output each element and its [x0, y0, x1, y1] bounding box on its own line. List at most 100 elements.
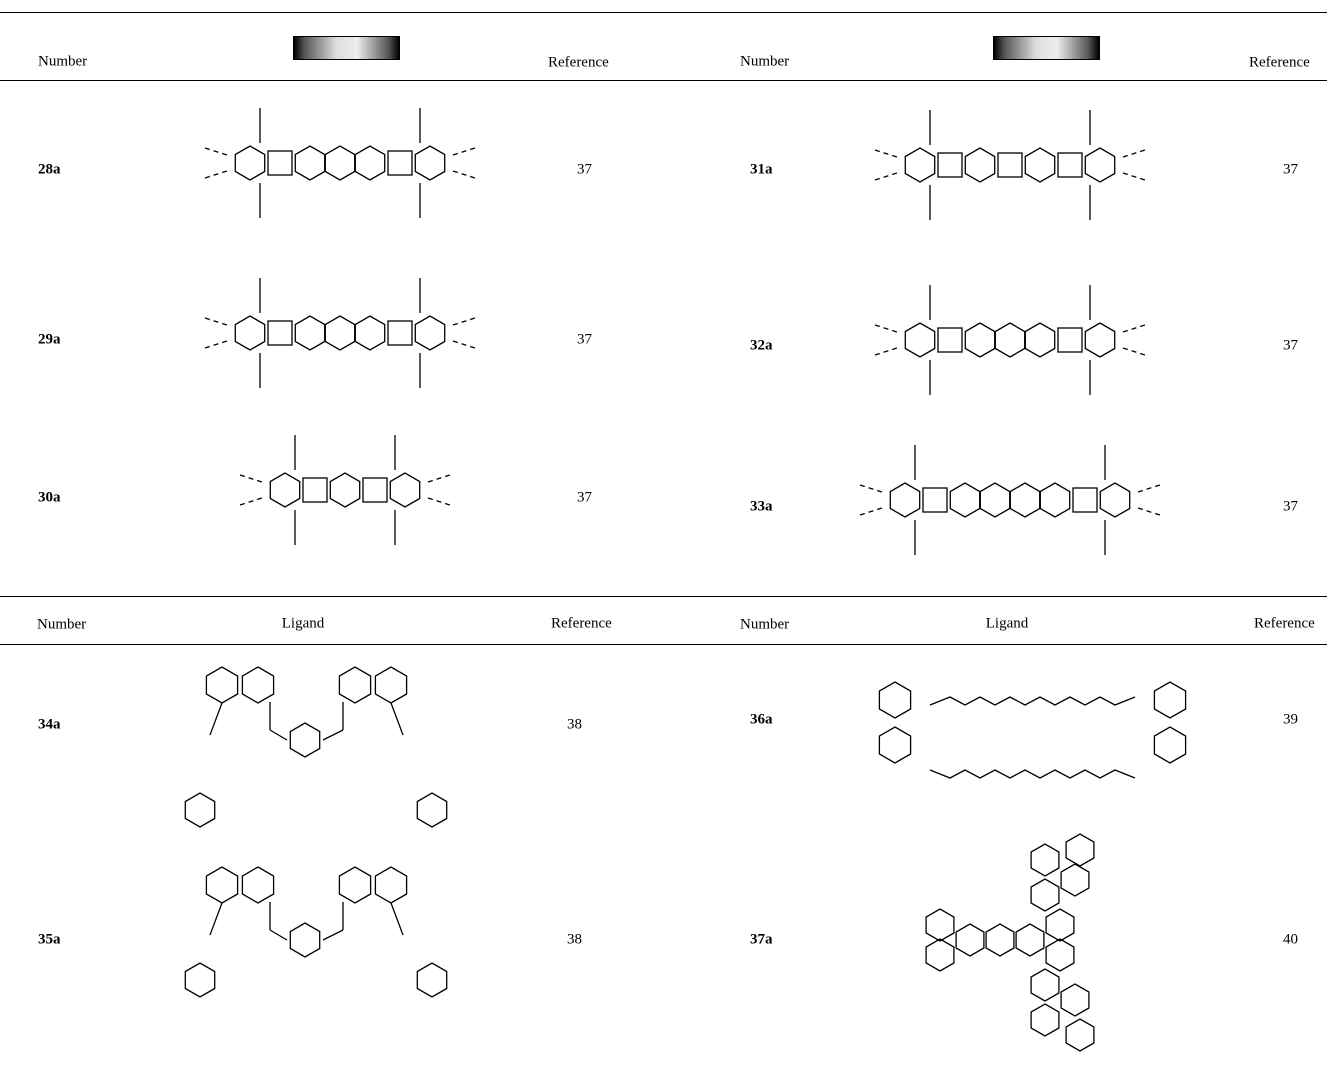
- structure-line: [289, 722, 321, 758]
- header-reference: Reference: [551, 615, 612, 632]
- structure-line: [269, 929, 288, 941]
- structure-line: [452, 170, 476, 179]
- compound-number: 34a: [38, 716, 61, 733]
- structure-line: [1099, 482, 1131, 518]
- structure-line: [878, 681, 912, 719]
- structure-line: [302, 477, 328, 503]
- structure-line: [204, 340, 228, 349]
- structure-line: [390, 702, 404, 736]
- structure-line: [234, 145, 266, 181]
- structure-line: [354, 145, 386, 181]
- header-bar: [993, 36, 1100, 60]
- structure-line: [1039, 482, 1071, 518]
- structure-line: [289, 922, 321, 958]
- structure-line: [354, 315, 386, 351]
- structure-line: [374, 866, 408, 904]
- structure-line: [955, 923, 985, 957]
- structure-line: [452, 340, 476, 349]
- structure-line: [209, 902, 223, 936]
- header-number: Number: [38, 53, 88, 70]
- rule: [0, 80, 1327, 81]
- structure-line: [1137, 484, 1161, 493]
- header-ligand: Ligand: [281, 615, 325, 632]
- structure-line: [1122, 347, 1146, 356]
- structure-line: [241, 666, 275, 704]
- structure-line: [859, 507, 883, 516]
- rule: [0, 596, 1327, 597]
- structure-line: [1045, 908, 1075, 942]
- structure-line: [874, 324, 898, 333]
- structure-line: [414, 315, 446, 351]
- structure-line: [1060, 863, 1090, 897]
- structure-line: [452, 317, 476, 326]
- structure-line: [994, 322, 1026, 358]
- reference: 37: [577, 161, 592, 178]
- structure-line: [1045, 938, 1075, 972]
- structure-line: [267, 150, 293, 176]
- reference: 38: [567, 931, 582, 948]
- header-reference: Reference: [548, 54, 609, 71]
- header-ligand: Ligand: [985, 615, 1029, 632]
- structure-line: [362, 477, 388, 503]
- structure-line: [964, 322, 996, 358]
- structure-line: [1057, 327, 1083, 353]
- structure-line: [452, 147, 476, 156]
- compound-number: 37a: [750, 931, 773, 948]
- structure-line: [205, 866, 239, 904]
- structure-line: [874, 172, 898, 181]
- structure-line: [338, 666, 372, 704]
- structure-line: [937, 327, 963, 353]
- structure-line: [322, 929, 344, 941]
- structure-line: [1153, 726, 1187, 764]
- structure-line: [416, 962, 448, 998]
- structure-line: [1024, 147, 1056, 183]
- header-number: Number: [740, 53, 790, 70]
- structure-line: [1122, 172, 1146, 181]
- structure-line: [1084, 322, 1116, 358]
- structure-line: [338, 866, 372, 904]
- structure-line: [1030, 1003, 1060, 1037]
- structure-line: [324, 315, 356, 351]
- structure-line: [979, 482, 1011, 518]
- reference: 37: [1283, 161, 1298, 178]
- structure-line: [1009, 482, 1041, 518]
- structure-line: [964, 147, 996, 183]
- structure-line: [416, 792, 448, 828]
- reference: 37: [1283, 498, 1298, 515]
- structure-line: [904, 322, 936, 358]
- structure-line: [929, 696, 1136, 706]
- reference: 37: [1283, 337, 1298, 354]
- header-number: Number: [740, 616, 790, 633]
- structure-line: [1030, 968, 1060, 1002]
- structure-line: [1137, 507, 1161, 516]
- structure-line: [414, 145, 446, 181]
- structure-line: [997, 152, 1023, 178]
- structure-line: [387, 320, 413, 346]
- structure-line: [874, 347, 898, 356]
- compound-number: 35a: [38, 931, 61, 948]
- structure-line: [184, 792, 216, 828]
- structure-line: [1084, 147, 1116, 183]
- structure-line: [184, 962, 216, 998]
- header-number: Number: [37, 616, 87, 633]
- compound-number: 30a: [38, 489, 61, 506]
- structure-line: [1122, 149, 1146, 158]
- structure-line: [889, 482, 921, 518]
- structure-line: [1060, 983, 1090, 1017]
- structure-line: [859, 484, 883, 493]
- reference: 37: [577, 489, 592, 506]
- structure-line: [204, 147, 228, 156]
- structure-line: [427, 497, 451, 506]
- structure-line: [267, 320, 293, 346]
- structure-line: [204, 170, 228, 179]
- structure-line: [1065, 833, 1095, 867]
- reference: 37: [577, 331, 592, 348]
- structure-line: [234, 315, 266, 351]
- structure-line: [878, 726, 912, 764]
- structure-line: [427, 474, 451, 483]
- structure-line: [874, 149, 898, 158]
- structure-line: [1122, 324, 1146, 333]
- structure-line: [205, 666, 239, 704]
- structure-line: [324, 145, 356, 181]
